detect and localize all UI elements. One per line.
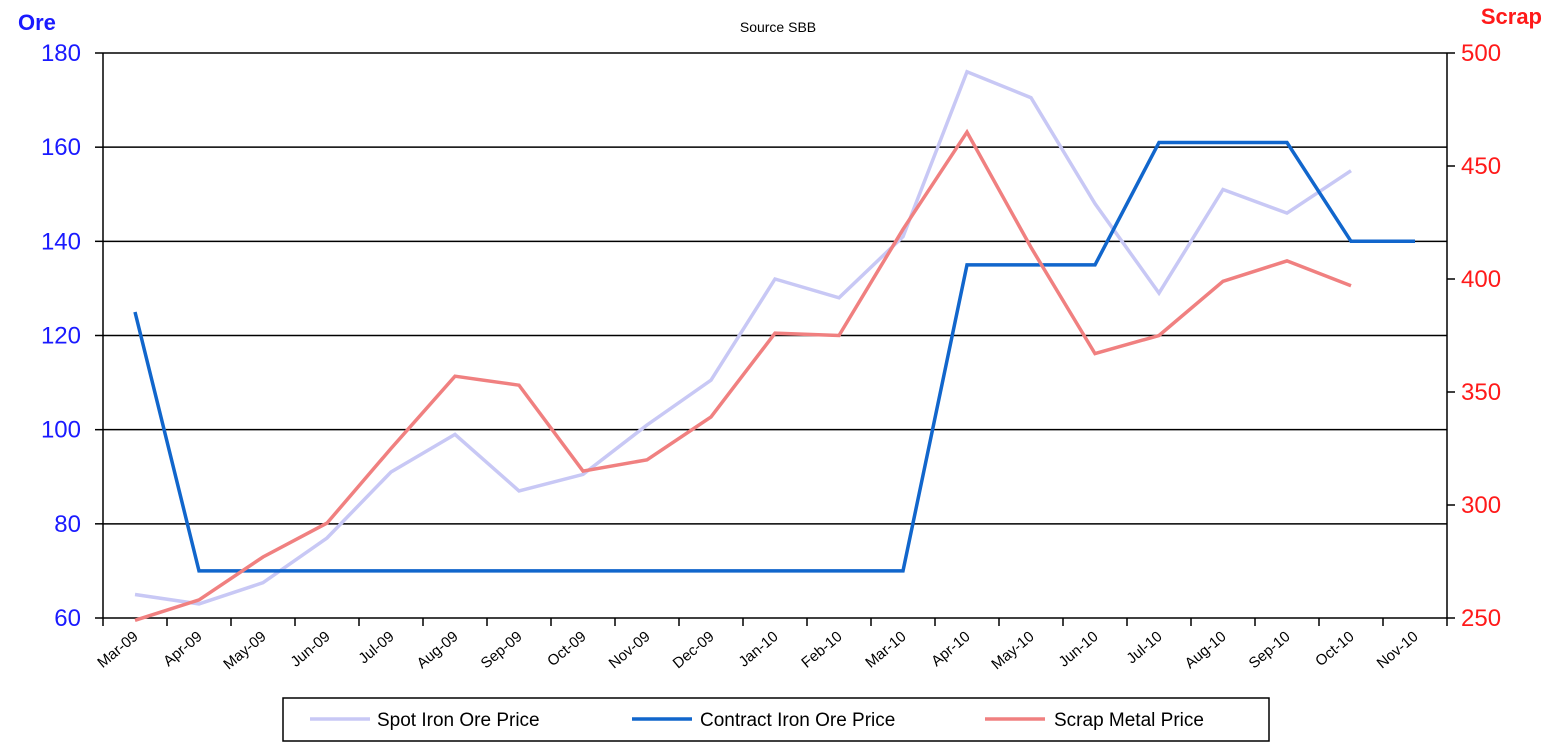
x-tick-label: Oct-09 [544,628,589,670]
legend-box [282,697,1270,742]
x-tick-label: Jun-09 [288,628,334,671]
x-tick-label: Apr-09 [160,628,205,670]
x-tick-label: Aug-10 [1182,628,1230,672]
left-tick-label: 80 [54,511,81,538]
chart-subtitle: Source SBB [740,19,816,35]
x-tick-label: Apr-10 [928,628,973,670]
x-tick-label: Jan-10 [736,628,782,671]
left-tick-label: 120 [41,323,81,350]
series-line-spot-iron-ore-price [134,69,1352,606]
legend-label: Contract Iron Ore Price [700,710,895,731]
x-tick-label: Nov-09 [606,628,654,672]
right-tick-label: 300 [1461,492,1501,519]
x-tick-label: Feb-10 [798,628,845,672]
gridlines [103,52,1447,525]
legend-label: Scrap Metal Price [1054,710,1204,731]
left-axis-ticks: 60 80 100 120 140 160 180 [41,40,103,632]
right-tick-label: 250 [1461,605,1501,632]
series-line-scrap-metal-price [134,128,1352,622]
left-tick-label: 180 [41,40,81,67]
x-tick-label: Oct-10 [1312,628,1357,670]
x-axis-ticks: Mar-09 Apr-09 May-09 Jun-09 Jul-09 Aug-09 Sep-… [94,618,1448,673]
x-tick-label: Nov-10 [1374,628,1422,672]
x-tick-label: Jul-10 [1123,628,1165,667]
x-tick-label: Jun-10 [1056,628,1102,671]
x-tick-label: Jul-09 [355,628,397,667]
x-tick-label: Sep-09 [478,628,526,672]
left-axis-title: Ore [18,10,56,35]
x-tick-label: May-09 [220,628,269,673]
right-tick-label: 400 [1461,266,1501,293]
x-tick-label: Aug-09 [414,628,462,672]
legend: Spot Iron Ore Price Contract Iron Ore Pri… [282,697,1270,742]
x-tick-label: May-10 [988,628,1037,673]
x-tick-label: Sep-10 [1246,628,1294,672]
left-tick-label: 160 [41,134,81,161]
right-tick-label: 450 [1461,153,1501,180]
x-tick-label: Mar-10 [862,628,909,672]
series-lines [133,69,1415,622]
right-tick-label: 350 [1461,379,1501,406]
series-line-contract-iron-ore-price [133,140,1415,573]
right-tick-label: 500 [1461,40,1501,67]
x-tick-label: Dec-09 [670,628,718,672]
left-tick-label: 60 [54,605,81,632]
right-axis-title: Scrap [1481,4,1542,29]
x-tick-label: Mar-09 [94,628,141,672]
right-axis-ticks: 250 300 350 400 450 500 [1447,40,1501,632]
left-tick-label: 140 [41,228,81,255]
left-tick-label: 100 [41,417,81,444]
legend-label: Spot Iron Ore Price [377,710,540,731]
